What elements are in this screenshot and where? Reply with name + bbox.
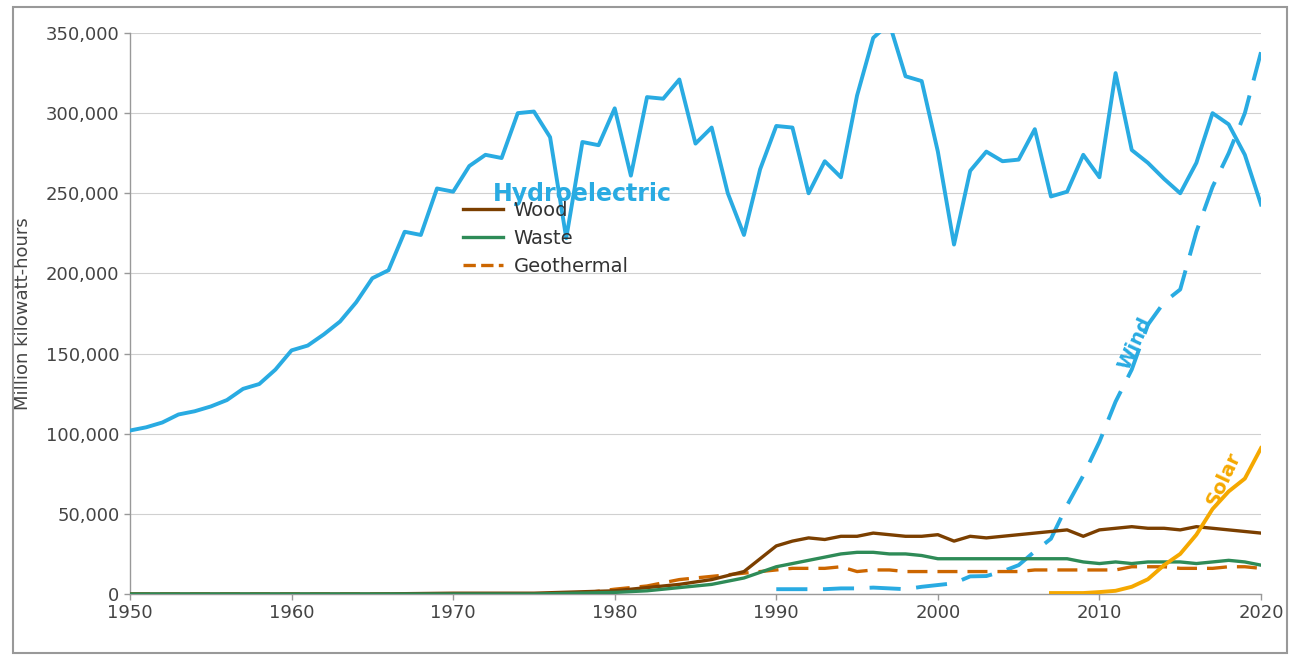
Text: Hydroelectric: Hydroelectric <box>493 182 672 206</box>
Text: Solar: Solar <box>1204 449 1244 509</box>
Y-axis label: Million kilowatt-hours: Million kilowatt-hours <box>14 217 32 410</box>
Text: Wind: Wind <box>1114 314 1156 373</box>
Legend: Wood, Waste, Geothermal: Wood, Waste, Geothermal <box>456 193 636 283</box>
